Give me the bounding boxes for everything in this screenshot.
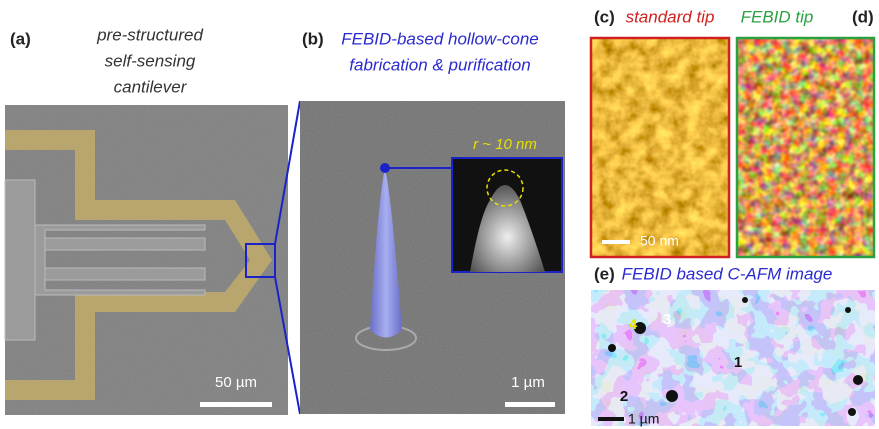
caption: pre-structured (96, 25, 203, 44)
caption: self-sensing (105, 51, 196, 70)
figure: (a) pre-structured self-sensing cantilev… (0, 0, 879, 429)
scale-bar (200, 402, 272, 407)
region-label: 2 (620, 388, 628, 405)
afm-image (737, 38, 874, 257)
caption: fabrication & purification (349, 55, 530, 74)
panel-label: (e) (594, 264, 615, 283)
scale-label: 1 µm (511, 374, 545, 391)
pointer-dot (380, 163, 390, 173)
inset-label: r ~ 10 nm (473, 136, 537, 153)
scale-bar (505, 402, 555, 407)
afm-image (591, 38, 729, 257)
region-label: 3 (663, 311, 671, 328)
scale-label: 50 µm (215, 374, 257, 391)
panel-label: (a) (10, 29, 31, 48)
panel-label: (b) (302, 29, 324, 48)
panel-label: (d) (852, 7, 874, 26)
caption: FEBID-based hollow-cone (341, 29, 538, 48)
region-label: 4 (629, 316, 638, 333)
scale-label: 50 nm (640, 233, 679, 249)
panel-label: (c) (594, 7, 615, 26)
scale-label: 1 µm (628, 411, 659, 427)
caption: standard tip (626, 7, 715, 26)
caption: cantilever (114, 77, 188, 96)
scale-bar (598, 417, 624, 421)
caption: FEBID tip (741, 7, 814, 26)
caption: FEBID based C-AFM image (622, 264, 833, 283)
region-label: 1 (734, 354, 742, 371)
scale-bar (602, 240, 630, 244)
